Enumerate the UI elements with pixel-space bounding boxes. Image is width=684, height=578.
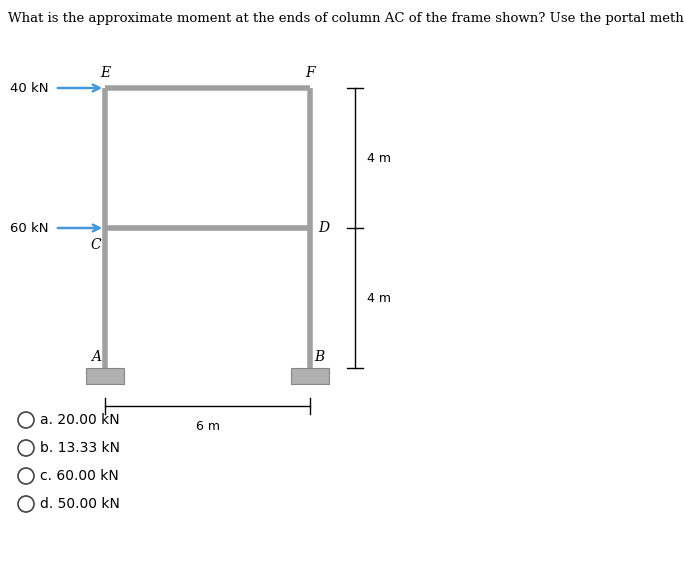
Text: A: A — [91, 350, 101, 364]
Text: 40 kN: 40 kN — [10, 81, 48, 94]
Text: C: C — [90, 238, 101, 252]
Text: 6 m: 6 m — [196, 420, 220, 433]
Text: c. 60.00 kN: c. 60.00 kN — [40, 469, 119, 483]
Text: b. 13.33 kN: b. 13.33 kN — [40, 441, 120, 455]
Text: a. 20.00 kN: a. 20.00 kN — [40, 413, 120, 427]
Text: B: B — [314, 350, 324, 364]
Text: 60 kN: 60 kN — [10, 221, 48, 235]
Text: E: E — [100, 66, 110, 80]
Bar — [86, 368, 124, 384]
Text: F: F — [305, 66, 315, 80]
Text: 4 m: 4 m — [367, 291, 391, 305]
Text: What is the approximate moment at the ends of column AC of the frame shown? Use : What is the approximate moment at the en… — [8, 12, 684, 25]
Text: 4 m: 4 m — [367, 151, 391, 165]
Text: D: D — [318, 221, 329, 235]
Bar — [291, 368, 329, 384]
Text: d. 50.00 kN: d. 50.00 kN — [40, 497, 120, 511]
